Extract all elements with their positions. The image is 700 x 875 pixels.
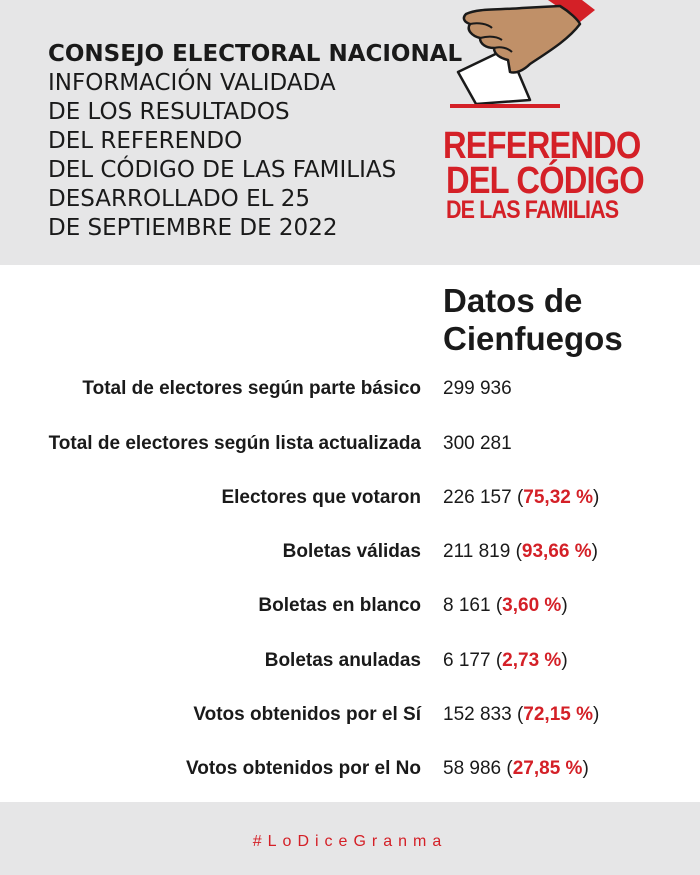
table-row: Total de electores según lista actualiza…	[0, 433, 700, 463]
row-pct-open: (	[495, 595, 503, 616]
row-pct-open: (	[516, 487, 524, 508]
row-value: 152 833	[443, 704, 517, 725]
row-percentage: 75,32 %	[523, 487, 594, 508]
row-label: Votos obtenidos por el No	[185, 758, 421, 779]
row-label: Electores que votaron	[221, 487, 421, 508]
row-pct-close: )	[593, 487, 600, 508]
hand-casting-ballot-icon	[450, 0, 595, 108]
row-label: Votos obtenidos por el Sí	[193, 704, 421, 725]
row-value-group: 299 936	[443, 378, 512, 400]
table-row: Boletas en blanco 8 161 (3,60 %)	[0, 595, 700, 625]
row-pct-close: )	[593, 704, 600, 725]
row-percentage: 2,73 %	[502, 650, 562, 671]
row-label: Boletas válidas	[282, 541, 421, 562]
row-value: 299 936	[443, 378, 512, 399]
row-value-group: 6 177 (2,73 %)	[443, 650, 568, 672]
row-percentage: 27,85 %	[512, 758, 583, 779]
row-value-group: 226 157 (75,32 %)	[443, 487, 599, 509]
header-line: DEL REFERENDO	[48, 128, 243, 154]
row-value: 58 986	[443, 758, 507, 779]
header-text: CONSEJO ELECTORAL NACIONAL INFORMACIÓN V…	[48, 40, 462, 243]
table-row: Total de electores según parte básico 29…	[0, 378, 700, 408]
row-pct-close: )	[561, 595, 568, 616]
row-value-group: 300 281	[443, 433, 512, 455]
row-pct-open: (	[506, 758, 513, 779]
row-percentage: 93,66 %	[521, 541, 592, 562]
footer-panel	[0, 802, 700, 875]
hashtag-label: #LoDiceGranma	[252, 833, 448, 850]
row-value-group: 8 161 (3,60 %)	[443, 595, 568, 617]
header-line: INFORMACIÓN VALIDADA	[48, 70, 336, 96]
row-value-group: 211 819 (93,66 %)	[443, 541, 598, 563]
row-pct-close: )	[582, 758, 589, 779]
row-label: Total de electores según lista actualiza…	[48, 433, 421, 454]
row-pct-open: (	[495, 650, 503, 671]
row-label: Boletas anuladas	[264, 650, 421, 671]
logo-title-line3: DE LAS FAMILIAS	[446, 196, 619, 224]
row-percentage: 72,15 %	[523, 704, 594, 725]
header-line: DE LOS RESULTADOS	[48, 99, 290, 125]
logo-title-line2: DEL CÓDIGO	[446, 160, 645, 202]
row-value: 300 281	[443, 433, 512, 454]
table-row: Votos obtenidos por el Sí 152 833 (72,15…	[0, 704, 700, 734]
table-row: Boletas válidas 211 819 (93,66 %)	[0, 541, 700, 571]
row-value-group: 152 833 (72,15 %)	[443, 704, 599, 726]
logo-title-line1: REFERENDO	[443, 125, 641, 167]
table-row: Boletas anuladas 6 177 (2,73 %)	[0, 650, 700, 680]
section-title-line1: Datos de	[443, 282, 583, 319]
section-title-line2: Cienfuegos	[443, 320, 623, 357]
row-pct-open: (	[516, 704, 524, 725]
table-row: Votos obtenidos por el No 58 986 (27,85 …	[0, 758, 700, 788]
row-pct-close: )	[561, 650, 568, 671]
row-label: Boletas en blanco	[258, 595, 421, 616]
header-line: DESARROLLADO EL 25	[48, 186, 311, 212]
row-value: 226 157	[443, 487, 517, 508]
row-pct-open: (	[515, 541, 522, 562]
row-percentage: 3,60 %	[502, 595, 562, 616]
header-line: DE SEPTIEMBRE DE 2022	[48, 215, 338, 241]
header-panel	[0, 0, 700, 265]
section-title: Datos de Cienfuegos	[443, 282, 623, 358]
table-row: Electores que votaron 226 157 (75,32 %)	[0, 487, 700, 517]
header-line: DEL CÓDIGO DE LAS FAMILIAS	[48, 157, 397, 183]
row-value: 8 161	[443, 595, 496, 616]
organization-name: CONSEJO ELECTORAL NACIONAL	[48, 41, 463, 67]
row-label: Total de electores según parte básico	[82, 378, 421, 399]
row-value-group: 58 986 (27,85 %)	[443, 758, 589, 780]
row-pct-close: )	[591, 541, 598, 562]
row-value: 211 819	[443, 541, 516, 562]
row-value: 6 177	[443, 650, 496, 671]
